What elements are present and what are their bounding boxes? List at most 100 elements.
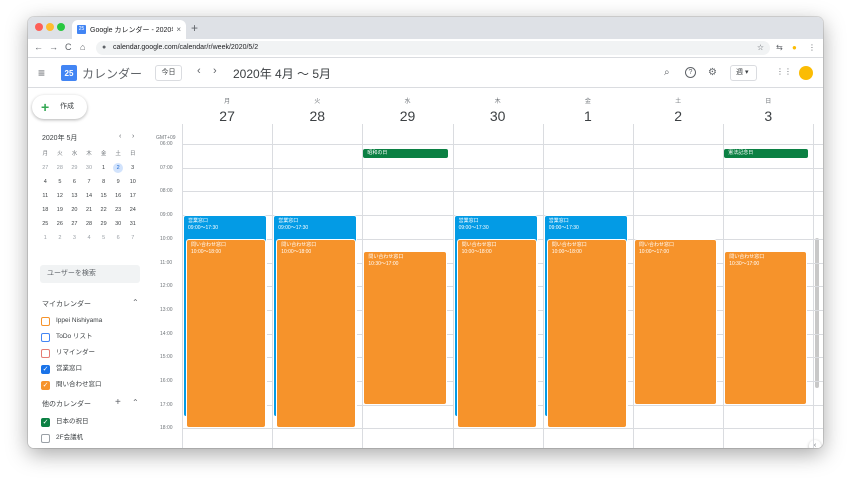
mini-day-cell[interactable]: 18 — [42, 207, 49, 213]
close-window-button[interactable] — [35, 23, 43, 31]
mini-day-cell[interactable]: 19 — [56, 207, 63, 213]
mini-day-cell[interactable]: 24 — [129, 207, 136, 213]
mini-day-cell[interactable]: 3 — [131, 165, 135, 171]
forward-button[interactable]: → — [49, 42, 58, 52]
settings-gear-icon[interactable]: ⚙ — [708, 67, 717, 78]
mini-day-cell[interactable]: 1 — [102, 165, 106, 171]
people-search-input[interactable]: ユーザーを検索 — [40, 265, 140, 283]
calendar-event[interactable]: 問い合わせ窓口 10:30～17:00 — [363, 250, 447, 405]
mini-day-cell[interactable]: 12 — [56, 193, 63, 199]
calendar-list-item[interactable]: リマインダー — [41, 347, 95, 359]
collapse-side-panel-icon[interactable]: ‹ — [809, 440, 821, 448]
mini-day-cell[interactable]: 20 — [71, 207, 78, 213]
mini-day-cell[interactable]: 31 — [129, 221, 136, 227]
mini-day-cell[interactable]: 7 — [87, 179, 91, 185]
browser-tab[interactable]: 25 Google カレンダー - 2020年 4月 × — [72, 20, 186, 39]
mini-day-cell[interactable]: 15 — [100, 193, 107, 199]
mini-day-cell[interactable]: 9 — [116, 179, 120, 185]
my-calendars-header[interactable]: マイカレンダー — [42, 301, 91, 308]
mini-day-cell[interactable]: 7 — [131, 235, 135, 241]
day-header[interactable]: 月 27 — [182, 88, 272, 124]
search-icon[interactable]: ⌕ — [664, 67, 670, 78]
calendar-event[interactable]: 問い合わせ窓口 10:00～18:00 — [186, 238, 267, 429]
other-calendars-header[interactable]: 他のカレンダー — [42, 401, 91, 408]
mini-day-cell[interactable]: 28 — [56, 165, 63, 171]
today-button[interactable]: 今日 — [155, 65, 182, 81]
reload-button[interactable]: C — [65, 42, 72, 52]
mini-day-cell[interactable]: 3 — [72, 235, 76, 241]
chevron-up-icon[interactable]: ⌃ — [132, 398, 139, 407]
calendar-checkbox[interactable]: ✓ — [41, 417, 50, 427]
new-tab-button[interactable]: + — [191, 21, 199, 35]
mini-day-cell[interactable]: 29 — [100, 221, 107, 227]
day-date[interactable]: 30 — [489, 108, 506, 124]
chevron-up-icon[interactable]: ⌃ — [132, 298, 139, 307]
extension-icon[interactable]: ⇆ — [776, 43, 783, 52]
mini-next-month-button[interactable]: › — [132, 133, 135, 140]
create-button[interactable]: + 作成 — [32, 95, 87, 119]
help-icon[interactable]: ? — [685, 67, 696, 78]
mini-day-cell[interactable]: 26 — [56, 221, 63, 227]
mini-day-cell[interactable]: 2 — [58, 235, 62, 241]
calendar-checkbox[interactable] — [41, 316, 50, 326]
mini-day-cell[interactable]: 30 — [85, 165, 93, 171]
scrollbar[interactable] — [815, 238, 819, 388]
day-date[interactable]: 29 — [399, 108, 416, 124]
day-header[interactable]: 水 29 — [362, 88, 452, 124]
calendar-checkbox[interactable] — [41, 348, 50, 358]
day-date[interactable]: 3 — [764, 108, 773, 124]
mini-day-cell[interactable]: 30 — [115, 221, 122, 227]
day-date[interactable]: 28 — [309, 108, 326, 124]
calendar-checkbox[interactable]: ✓ — [41, 364, 50, 374]
mini-day-cell[interactable]: 4 — [87, 235, 91, 241]
bookmark-star-icon[interactable]: ☆ — [756, 43, 764, 52]
calendar-checkbox[interactable] — [41, 332, 50, 342]
mini-day-cell[interactable]: 23 — [115, 207, 122, 213]
back-button[interactable]: ← — [34, 42, 43, 52]
mini-day-cell[interactable]: 25 — [42, 221, 49, 227]
prev-week-button[interactable]: ‹ — [197, 65, 201, 77]
all-day-event[interactable]: 昭和の日 — [363, 149, 448, 158]
day-date[interactable]: 1 — [583, 108, 592, 124]
mini-day-cell[interactable]: 17 — [129, 193, 136, 199]
calendar-checkbox[interactable] — [41, 433, 50, 443]
mini-day-cell[interactable]: 27 — [71, 221, 78, 227]
day-date[interactable]: 2 — [674, 108, 682, 124]
mini-day-cell[interactable]: 1 — [43, 235, 47, 241]
calendar-list-item[interactable]: ✓ 日本の祝日 — [41, 416, 89, 428]
main-menu-icon[interactable]: ≡ — [38, 66, 46, 80]
minimize-window-button[interactable] — [46, 23, 54, 31]
calendar-list-item[interactable]: Ippei Nishiyama — [41, 315, 102, 327]
mini-day-cell[interactable]: 14 — [85, 193, 93, 199]
calendar-list-item[interactable]: 2F会議机 — [41, 432, 83, 444]
mini-day-cell[interactable]: 27 — [42, 165, 49, 171]
view-select[interactable]: 週 ▾ — [730, 65, 757, 81]
browser-menu-icon[interactable]: ⋮ — [808, 43, 816, 52]
mini-day-cell[interactable]: 4 — [43, 179, 47, 185]
calendar-list-item[interactable]: ✓ 営業窓口 — [41, 363, 82, 375]
maximize-window-button[interactable] — [57, 23, 65, 31]
address-bar[interactable]: ● calendar.google.com/calendar/r/week/20… — [96, 41, 770, 55]
mini-day-cell[interactable]: 28 — [85, 221, 93, 227]
profile-icon[interactable]: ● — [792, 43, 797, 52]
apps-grid-icon[interactable]: ⋮⋮ — [776, 67, 792, 76]
calendar-event[interactable]: 問い合わせ窓口 10:00～17:00 — [634, 238, 718, 405]
user-avatar[interactable] — [799, 66, 813, 80]
mini-day-cell[interactable]: 29 — [71, 165, 78, 171]
mini-day-cell[interactable]: 6 — [116, 235, 120, 241]
day-date[interactable]: 27 — [219, 108, 235, 124]
calendar-event[interactable]: 問い合わせ窓口 10:00～18:00 — [546, 238, 627, 429]
mini-day-cell[interactable]: 5 — [102, 235, 106, 241]
calendar-list-item[interactable]: ToDo リスト — [41, 331, 92, 343]
mini-day-cell[interactable]: 10 — [129, 179, 136, 185]
all-day-event[interactable]: 憲法記念日 — [724, 149, 809, 158]
mini-day-cell[interactable]: 6 — [72, 179, 76, 185]
mini-day-cell[interactable]: 16 — [115, 193, 122, 199]
mini-day-cell[interactable]: 22 — [100, 207, 107, 213]
day-header[interactable]: 火 28 — [272, 88, 362, 124]
mini-day-cell[interactable]: 8 — [102, 179, 106, 185]
add-calendar-icon[interactable]: + — [115, 397, 121, 408]
